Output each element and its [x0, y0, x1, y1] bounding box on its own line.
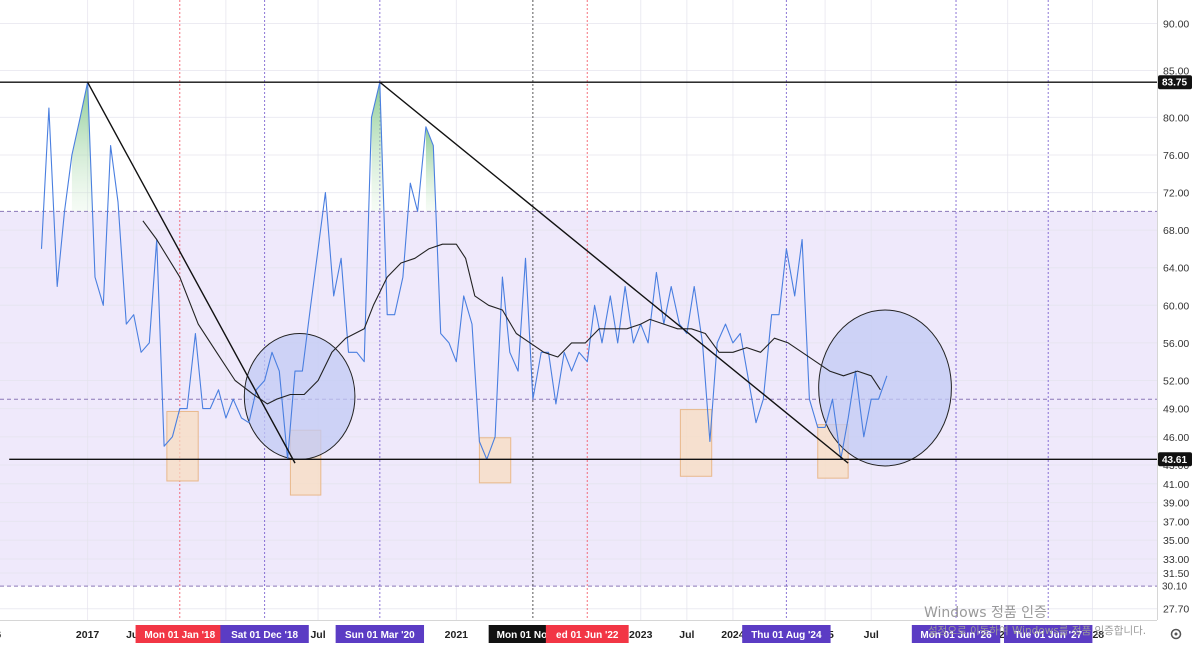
- series-layer: [40, 81, 888, 460]
- x-date-tag-label: ed 01 Jun '22: [556, 630, 619, 641]
- x-date-tag-bg: [911, 625, 1001, 643]
- watermark-line2: 설정으로 이동하여 Windows를 정품 인증합니다.: [928, 624, 1146, 637]
- trend-line: [379, 81, 849, 464]
- series-line-main: [40, 81, 888, 460]
- y-tick-label: 35.00: [1163, 535, 1189, 547]
- y-tick-label: 33.00: [1163, 554, 1189, 566]
- peak-fill: [425, 126, 436, 212]
- x-date-tag-bg: [1004, 625, 1093, 643]
- highlight-box: [679, 409, 713, 477]
- x-tick-label: 2023: [629, 629, 653, 641]
- y-tick-label: 60.00: [1163, 300, 1189, 312]
- x-date-tag-bg: [545, 625, 629, 643]
- x-date-tag-bg: [742, 625, 831, 643]
- x-date-tag-label: Mon 01 Nov '21: [497, 630, 570, 641]
- y-tick-label: 49.00: [1163, 404, 1189, 416]
- vertical-markers-layer: [179, 0, 1049, 620]
- y-tick-label: 90.00: [1163, 18, 1189, 30]
- watermark-line1: Windows 정품 인증: [924, 605, 1047, 621]
- price-tag-label: 83.75: [1162, 78, 1187, 89]
- x-tick-label: 2021: [445, 629, 469, 641]
- x-tick-label: 2017: [76, 629, 100, 641]
- boxes-layer: [166, 409, 849, 496]
- grid-layer: [0, 0, 1157, 620]
- x-date-tag-bg: [335, 625, 425, 643]
- x-tick-label: Jul: [310, 629, 325, 641]
- y-tick-label: 64.00: [1163, 263, 1189, 275]
- highlight-box: [478, 437, 512, 484]
- y-tick-label: 72.00: [1163, 188, 1189, 200]
- y-tick-label: 52.00: [1163, 375, 1189, 387]
- x-tick-label: Jul: [679, 629, 694, 641]
- y-tick-label: 80.00: [1163, 112, 1189, 124]
- y-tick-label: 46.00: [1163, 432, 1189, 444]
- price-tag-bg: [1158, 452, 1192, 467]
- price-tag-bg: [1158, 75, 1192, 90]
- x-date-tag-bg: [220, 625, 309, 643]
- price-tag-bg: [1158, 579, 1192, 594]
- y-tick-label: 68.00: [1163, 225, 1189, 237]
- trend-line: [86, 81, 296, 464]
- circles-layer: [243, 309, 952, 467]
- y-tick-label: 56.00: [1163, 338, 1189, 350]
- gear-icon[interactable]: [1170, 628, 1182, 640]
- x-date-tag-bg: [135, 625, 224, 643]
- y-tick-label: 37.00: [1163, 516, 1189, 528]
- peak-fill: [71, 82, 93, 212]
- x-date-tag-label: Mon 01 Jan '18: [144, 630, 215, 641]
- x-date-tag-label: Thu 01 Aug '24: [751, 630, 822, 641]
- y-axis-background: [1158, 0, 1200, 620]
- highlight-circle: [818, 309, 952, 467]
- x-date-tag-label: Tue 01 Jun '27: [1014, 630, 1082, 641]
- y-tick-label: 76.00: [1163, 150, 1189, 162]
- x-tick-label: Jul: [864, 629, 879, 641]
- y-tick-label: 41.00: [1163, 479, 1189, 491]
- x-date-tag-label: Mon 01 Jun '26: [920, 630, 992, 641]
- y-tick-label: 85.00: [1163, 65, 1189, 77]
- series-line-moving-average: [142, 220, 881, 405]
- y-tick-label: 27.70: [1163, 604, 1189, 616]
- x-date-tags: Mon 01 Jan '18 Sat 01 Dec '18 Sun 01 Mar '…: [135, 625, 1093, 643]
- y-tick-label: 31.50: [1163, 568, 1189, 580]
- windows-watermark: Windows 정품 인증 설정으로 이동하여 Windows를 정품 인증합니…: [924, 605, 1146, 637]
- x-tick-label: 16: [0, 629, 1, 641]
- x-date-tag-label: Sat 01 Dec '18: [231, 630, 298, 641]
- highlight-circle: [243, 332, 356, 460]
- dashed-levels-layer: [0, 210, 1157, 587]
- y-axis: 90.00 85.00 80.00 76.00 72.00 68.00 64.00 60.00…: [1157, 0, 1200, 620]
- x-date-tag-label: Sun 01 Mar '20: [345, 630, 415, 641]
- y-tick-label: 39.00: [1163, 498, 1189, 510]
- price-tag-label: 30.10: [1162, 582, 1187, 593]
- trend-lines-layer: [0, 81, 1157, 464]
- x-tick-label: 2024: [721, 629, 745, 641]
- price-tag-label: 43.61: [1162, 455, 1187, 466]
- highlight-box: [166, 410, 199, 482]
